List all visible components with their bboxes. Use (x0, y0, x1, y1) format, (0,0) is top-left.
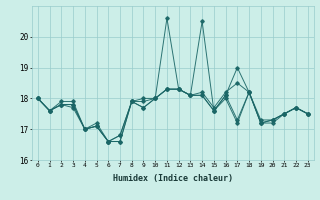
X-axis label: Humidex (Indice chaleur): Humidex (Indice chaleur) (113, 174, 233, 183)
